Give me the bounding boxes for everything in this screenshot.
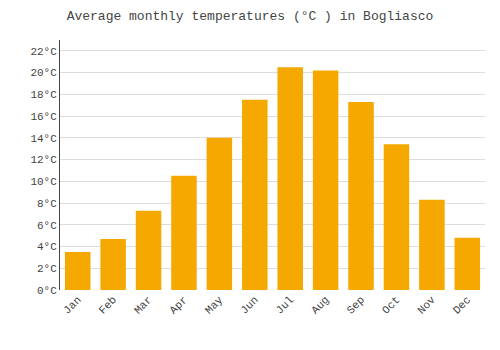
svg-text:16°C: 16°C xyxy=(30,111,57,123)
svg-text:Jul: Jul xyxy=(274,294,296,316)
svg-text:14°C: 14°C xyxy=(30,133,57,145)
svg-text:12°C: 12°C xyxy=(30,154,57,166)
svg-text:Nov: Nov xyxy=(415,294,438,317)
svg-text:Sep: Sep xyxy=(345,294,367,316)
svg-text:Aug: Aug xyxy=(309,294,331,316)
svg-text:20°C: 20°C xyxy=(30,67,57,79)
svg-text:Oct: Oct xyxy=(380,294,402,316)
svg-text:4°C: 4°C xyxy=(37,241,57,253)
svg-text:Dec: Dec xyxy=(451,294,473,316)
svg-text:Jan: Jan xyxy=(61,294,83,316)
svg-text:Feb: Feb xyxy=(97,294,119,316)
svg-text:8°C: 8°C xyxy=(37,198,57,210)
svg-text:Average monthly temperatures (: Average monthly temperatures (°C ) in Bo… xyxy=(67,9,434,24)
svg-text:0°C: 0°C xyxy=(37,285,57,297)
svg-text:22°C: 22°C xyxy=(30,46,57,58)
svg-text:Jun: Jun xyxy=(238,294,260,316)
svg-text:6°C: 6°C xyxy=(37,220,57,232)
svg-text:10°C: 10°C xyxy=(30,176,57,188)
svg-text:2°C: 2°C xyxy=(37,263,57,275)
svg-text:Mar: Mar xyxy=(132,294,154,316)
svg-text:Apr: Apr xyxy=(167,294,189,316)
svg-text:May: May xyxy=(203,294,226,317)
svg-text:18°C: 18°C xyxy=(30,89,57,101)
